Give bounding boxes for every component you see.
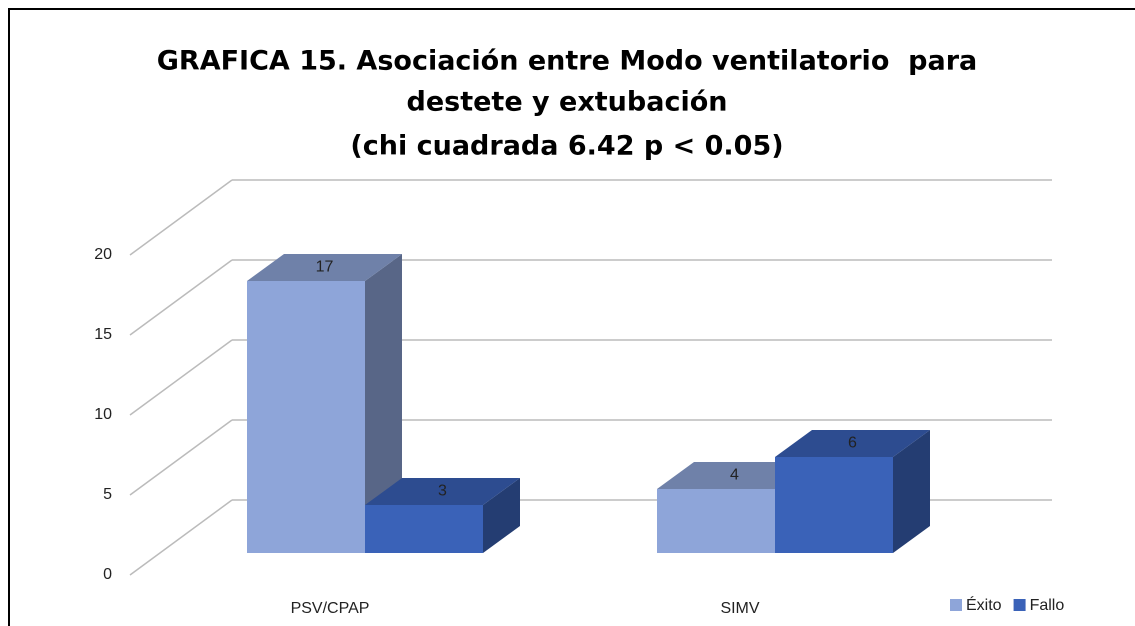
bar-side (365, 254, 402, 553)
bar-side (893, 430, 930, 553)
bar (365, 505, 483, 553)
chart-title-line-2: destete y extubación (407, 87, 728, 118)
grid-line-side (129, 419, 233, 496)
chart-subtitle: (chi cuadrada 6.42 p < 0.05) (350, 131, 783, 162)
bar-top (775, 430, 930, 457)
y-tick-label: 5 (103, 486, 112, 503)
grid-line-side (129, 259, 233, 336)
data-label: 3 (438, 483, 447, 500)
legend-swatch (1013, 599, 1026, 611)
data-label: 4 (730, 467, 739, 484)
legend-label: Fallo (1030, 597, 1065, 614)
bar (247, 281, 365, 553)
bar-side (483, 478, 520, 553)
y-tick-label: 0 (103, 566, 112, 583)
y-tick-label: 20 (94, 246, 112, 263)
y-tick-label: 15 (94, 326, 112, 343)
grid-line-side (129, 179, 233, 256)
bar-top (365, 478, 520, 505)
bar (775, 457, 893, 553)
x-tick-label: SIMV (720, 600, 759, 617)
x-tick-label: PSV/CPAP (291, 600, 370, 617)
bar-top (657, 462, 812, 489)
chart-border (8, 8, 1135, 626)
data-label: 6 (848, 435, 857, 452)
legend-swatch (950, 599, 962, 611)
bar (657, 489, 775, 553)
bar-top (247, 254, 402, 281)
grid-line-side (129, 339, 233, 416)
data-label: 17 (316, 259, 334, 276)
chart-title-line-1: GRAFICA 15. Asociación entre Modo ventil… (157, 46, 978, 77)
y-tick-label: 10 (94, 406, 112, 423)
legend-label: Éxito (966, 595, 1002, 614)
grid-line-side (129, 499, 233, 576)
